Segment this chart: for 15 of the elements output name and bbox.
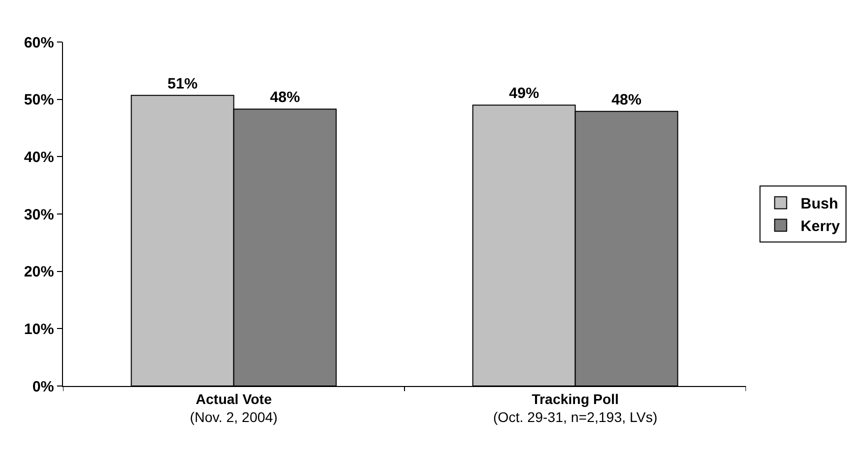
x-tick-label: Tracking Poll (Oct. 29-31, n=2,193, LVs): [493, 390, 658, 425]
y-tick-label: 50%: [24, 92, 54, 109]
data-label: 51%: [168, 75, 198, 92]
y-tick-label: 30%: [24, 206, 54, 224]
x-tick-label: Actual Vote (Nov. 2, 2004): [190, 390, 278, 425]
y-tick-label: 60%: [24, 34, 54, 52]
legend-label: Kerry: [800, 218, 841, 236]
data-label: 48%: [270, 89, 300, 106]
y-tick-label: 20%: [24, 264, 54, 281]
y-tick-label: 40%: [24, 148, 54, 166]
legend-label: Bush: [800, 196, 838, 213]
data-label: 49%: [509, 85, 540, 102]
y-tick-label: 10%: [24, 320, 54, 338]
data-label: 48%: [611, 91, 642, 108]
y-tick-label: 0%: [32, 378, 54, 396]
